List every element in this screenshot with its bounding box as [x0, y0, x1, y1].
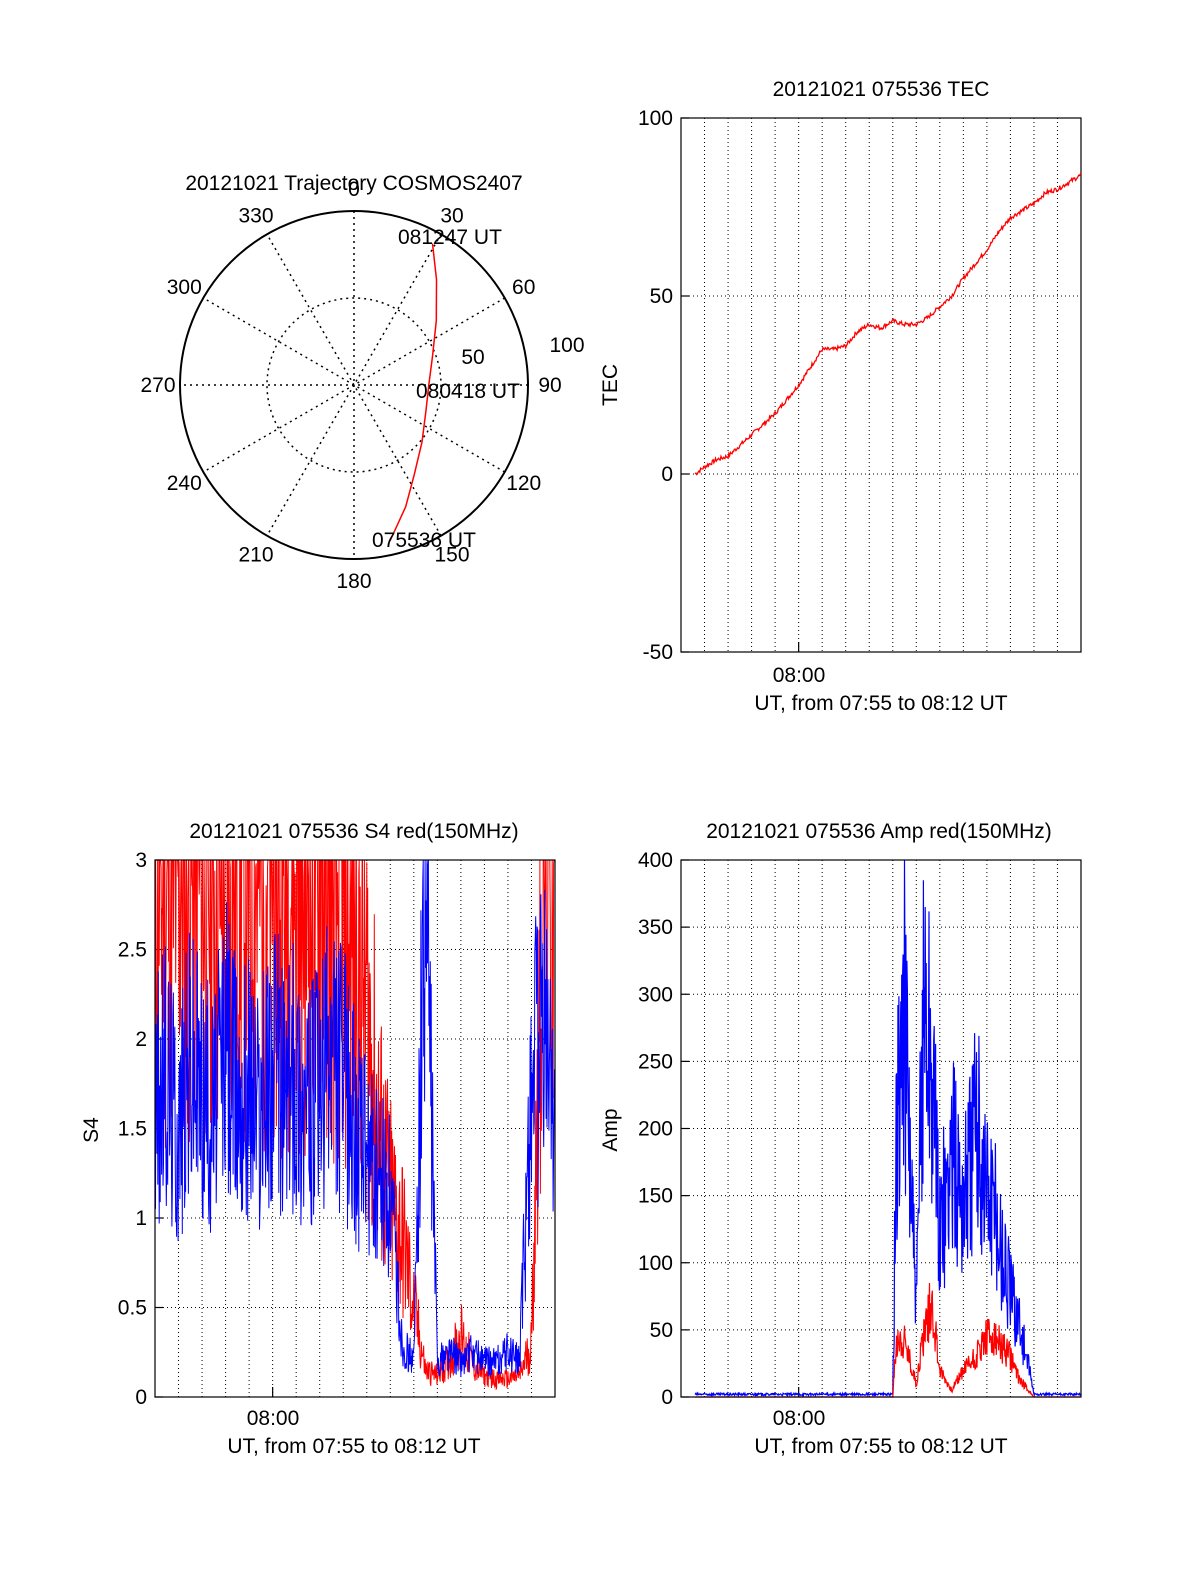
polar-azimuth-labels: 0 30 60 90 120 150 180 210 240 270 300 330 [140, 178, 561, 593]
amp-series [694, 859, 1081, 1398]
polar-title: 20121021 Trajectory COSMOS2407 [185, 172, 522, 195]
polar-azimuth-label: 330 [238, 204, 273, 227]
amp-blue-series-line [694, 859, 1081, 1398]
s4-blue-series-line [154, 859, 555, 1378]
s4-y-tick-label: 2 [135, 1028, 147, 1051]
s4-chart: 20121021 075536 S4 red(150MHz) 3 2.5 2 1.5 1… [80, 820, 556, 1458]
tec-y-tick-label: -50 [643, 641, 673, 664]
s4-y-tick-label: 0.5 [118, 1297, 147, 1320]
tec-chart: 20121021 075536 TEC 100 50 0 -50 08:00 UT, … [599, 78, 1082, 715]
tec-plot-frame [680, 117, 1082, 653]
amp-y-tick-label: 250 [638, 1050, 673, 1073]
amp-y-tick-label: 400 [638, 849, 673, 872]
polar-azimuth-label: 60 [512, 276, 535, 299]
polar-azimuth-label: 120 [506, 472, 541, 495]
polar-radial-label-100: 100 [549, 334, 584, 357]
amp-y-axis-label: Amp [599, 1108, 622, 1151]
polar-spokes [180, 211, 528, 559]
amp-chart: 20121021 075536 Amp red(150MHz) 400 350 30… [599, 820, 1082, 1458]
s4-title: 20121021 075536 S4 red(150MHz) [189, 820, 518, 843]
s4-red-series-line [155, 859, 555, 1391]
amp-x-axis-label: UT, from 07:55 to 08:12 UT [754, 1435, 1007, 1458]
polar-annotation-start: 075536 UT [372, 529, 476, 552]
s4-y-tick-labels: 3 2.5 2 1.5 1 0.5 0 [118, 849, 147, 1409]
polar-azimuth-label: 180 [336, 570, 371, 593]
s4-x-tick-label: 08:00 [247, 1407, 300, 1430]
tec-grid [681, 117, 1081, 653]
s4-y-tick-label: 1.5 [118, 1118, 147, 1141]
polar-azimuth-label: 150 [434, 544, 469, 567]
tec-series-line [694, 172, 1082, 476]
tec-y-axis-label: TEC [599, 364, 622, 406]
tec-x-axis-label: UT, from 07:55 to 08:12 UT [754, 692, 1007, 715]
polar-azimuth-label: 210 [238, 544, 273, 567]
amp-plot-frame [680, 859, 1082, 1398]
polar-radial-label-50: 50 [461, 346, 484, 369]
tec-x-tick-label: 08:00 [773, 664, 826, 687]
tec-y-tick-label: 50 [650, 285, 673, 308]
amp-y-tick-label: 50 [650, 1319, 673, 1342]
polar-azimuth-label: 30 [440, 204, 463, 227]
tec-y-tick-label: 0 [661, 463, 673, 486]
tec-y-tick-label: 100 [638, 107, 673, 130]
s4-y-tick-label: 0 [135, 1386, 147, 1409]
polar-azimuth-label: 300 [167, 276, 202, 299]
s4-y-tick-label: 2.5 [118, 939, 147, 962]
amp-y-tick-label: 100 [638, 1252, 673, 1275]
amp-x-tick-label: 08:00 [773, 1407, 826, 1430]
polar-inner-ring [266, 297, 442, 473]
polar-chart: 20121021 Trajectory COSMOS2407 0 30 60 90 12… [140, 172, 584, 593]
polar-azimuth-label: 270 [140, 374, 175, 397]
s4-y-tick-label: 3 [135, 849, 147, 872]
tec-title: 20121021 075536 TEC [773, 78, 990, 101]
s4-series [154, 859, 555, 1391]
amp-y-tick-label: 350 [638, 916, 673, 939]
s4-y-tick-label: 1 [135, 1207, 147, 1230]
s4-y-axis-label: S4 [80, 1117, 103, 1143]
s4-x-axis-label: UT, from 07:55 to 08:12 UT [227, 1435, 480, 1458]
amp-y-tick-label: 0 [661, 1386, 673, 1409]
polar-azimuth-label: 240 [167, 472, 202, 495]
amp-y-tick-label: 200 [638, 1118, 673, 1141]
amp-title: 20121021 075536 Amp red(150MHz) [706, 820, 1052, 843]
polar-trajectory-line [389, 243, 438, 542]
amp-grid [681, 859, 1081, 1398]
amp-y-tick-labels: 400 350 300 250 200 150 100 50 0 [638, 849, 673, 1409]
amp-y-tick-label: 150 [638, 1185, 673, 1208]
s4-plot-frame [154, 859, 556, 1398]
polar-spoke [266, 233, 442, 537]
amp-y-tick-label: 300 [638, 983, 673, 1006]
polar-azimuth-label: 0 [348, 178, 360, 201]
polar-azimuth-label: 90 [538, 374, 561, 397]
polar-annotation-end: 081247 UT [398, 226, 502, 249]
tec-y-tick-labels: 100 50 0 -50 [638, 107, 673, 664]
polar-annotation-mid: 080418 UT [416, 380, 520, 403]
